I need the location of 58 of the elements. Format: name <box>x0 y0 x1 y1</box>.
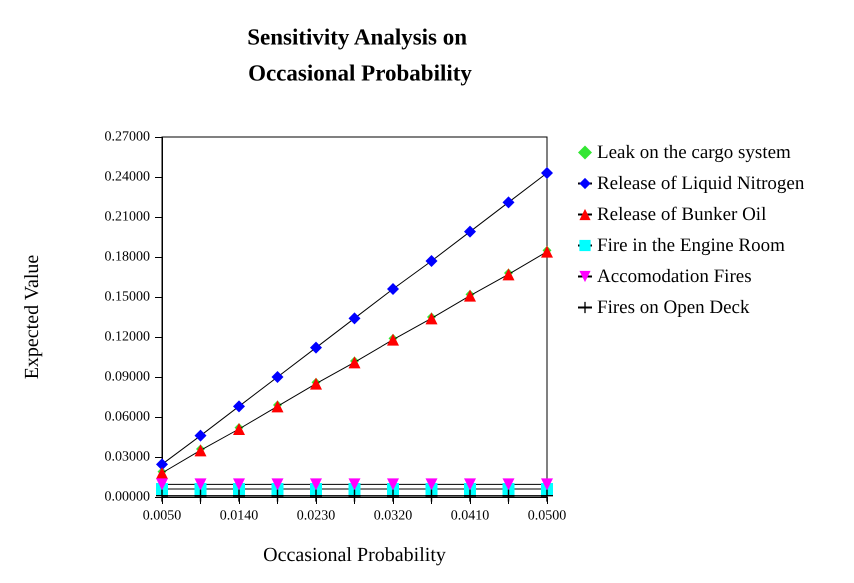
point <box>272 478 284 490</box>
x-tick-label: 0.0500 <box>528 508 566 524</box>
point <box>194 478 206 490</box>
y-tick-label: 0.03000 <box>104 450 150 464</box>
x-tick-label: 0.0320 <box>374 508 412 524</box>
legend-label: Release of Liquid Nitrogen <box>597 173 805 194</box>
point <box>233 400 245 412</box>
legend-label: Accomodation Fires <box>597 266 752 287</box>
point <box>156 467 168 479</box>
point <box>541 478 553 490</box>
point <box>502 196 514 208</box>
point <box>426 312 438 324</box>
y-tick-label: 0.15000 <box>104 290 150 304</box>
point <box>464 226 476 238</box>
point <box>194 444 206 456</box>
x-axis-title: Occasional Probability <box>263 544 446 566</box>
legend-label: Fire in the Engine Room <box>597 235 786 256</box>
y-tick-label: 0.06000 <box>104 410 150 424</box>
point <box>156 458 168 470</box>
y-tick-label: 0.09000 <box>104 370 150 384</box>
point <box>233 478 245 490</box>
y-tick-label: 0.18000 <box>104 250 150 264</box>
legend-label: Release of Bunker Oil <box>597 204 766 225</box>
point <box>272 371 284 383</box>
y-tick-label: 0.27000 <box>104 130 150 144</box>
point <box>272 400 284 412</box>
point <box>194 430 206 442</box>
y-axis-title: Expected Value <box>21 254 43 380</box>
y-tick-label: 0.21000 <box>104 210 150 224</box>
point <box>156 478 168 490</box>
point <box>502 478 514 490</box>
point <box>310 378 322 390</box>
point <box>464 290 476 302</box>
point <box>233 423 245 435</box>
point <box>541 167 553 179</box>
point <box>387 478 399 490</box>
point <box>348 312 360 324</box>
legend-label: Leak on the cargo system <box>597 142 792 163</box>
point <box>541 246 553 258</box>
point <box>502 268 514 280</box>
x-tick-label: 0.0230 <box>296 508 336 524</box>
point <box>426 255 438 267</box>
point <box>310 478 322 490</box>
legend-label: Fires on Open Deck <box>597 297 750 318</box>
point <box>387 334 399 346</box>
point <box>387 283 399 295</box>
point <box>348 356 360 368</box>
point <box>464 478 476 490</box>
point <box>310 342 322 354</box>
point <box>348 478 360 490</box>
y-tick-label: 0.12000 <box>104 330 150 344</box>
point <box>426 478 438 490</box>
x-tick-label: 0.0050 <box>142 508 182 524</box>
y-tick-label: 0.00000 <box>104 490 150 504</box>
y-tick-label: 0.24000 <box>104 170 150 184</box>
x-tick-label: 0.0140 <box>220 508 258 524</box>
x-tick-label: 0.0410 <box>450 508 490 524</box>
chart-title: Sensitivity Analysis on Occasional Probability <box>247 24 473 86</box>
